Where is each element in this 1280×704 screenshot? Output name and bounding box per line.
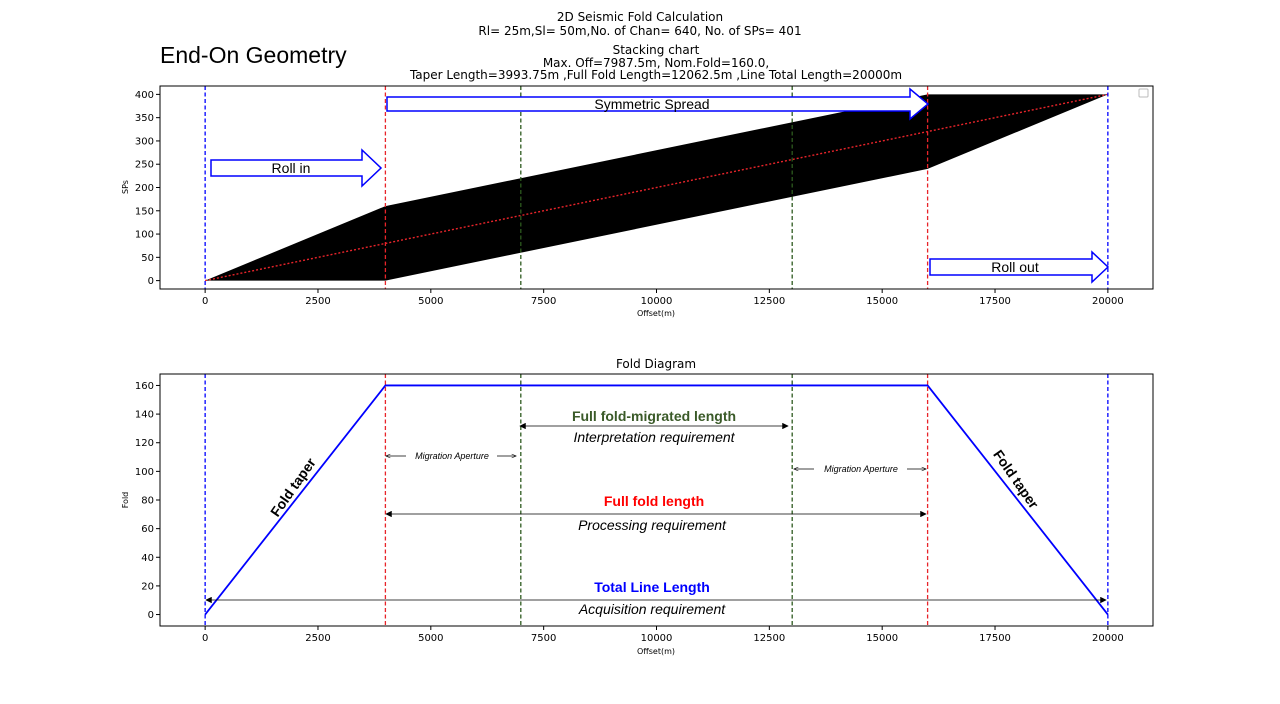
fold-x-tick-label: 20000	[1092, 633, 1124, 644]
fold-diagram-title: Fold Diagram	[616, 357, 696, 371]
stacking-y-tick-label: 350	[135, 113, 154, 124]
stacking-x-tick-label: 7500	[531, 296, 556, 307]
stacking-chart-subtitle-1: Max. Off=7987.5m, Nom.Fold=160.0,	[543, 56, 769, 70]
roll-in-arrow: Roll in	[210, 148, 383, 188]
fold-y-ticks: 0 20 40 60 80 100 120 140 160	[135, 381, 160, 621]
fold-y-label: Fold	[121, 492, 130, 509]
stacking-x-tick-label: 5000	[418, 296, 443, 307]
symmetric-spread-label: Symmetric Spread	[594, 96, 709, 112]
fold-y-tick-label: 100	[135, 467, 154, 478]
fold-x-tick-label: 12500	[753, 633, 785, 644]
stacking-y-tick-label: 200	[135, 183, 154, 194]
migration-aperture-right-label: Migration Aperture	[824, 464, 898, 474]
stacking-chart-subtitle-2: Taper Length=3993.75m ,Full Fold Length=…	[409, 68, 902, 82]
fold-y-tick-label: 140	[135, 410, 154, 421]
fold-x-ticks: 0 2500 5000 7500 10000 12500 15000 17500 20000	[202, 626, 1124, 644]
main-title: 2D Seismic Fold Calculation Rl= 25m,Sl= …	[340, 10, 940, 38]
roll-in-label: Roll in	[272, 160, 311, 176]
fold-x-tick-label: 17500	[979, 633, 1011, 644]
main-title-line1: 2D Seismic Fold Calculation	[556, 10, 724, 24]
stacking-chart-title: Stacking chart	[613, 43, 700, 57]
stacking-y-tick-label: 0	[148, 276, 154, 287]
fold-x-tick-label: 7500	[531, 633, 556, 644]
stacking-x-tick-label: 0	[202, 296, 208, 307]
bottom-vertical-markers	[204, 374, 1109, 626]
fold-y-tick-label: 40	[141, 553, 154, 564]
stacking-x-tick-label: 15000	[866, 296, 898, 307]
stacking-y-tick-label: 400	[135, 90, 154, 101]
stacking-y-tick-label: 300	[135, 136, 154, 147]
stacking-y-label: SPs	[121, 180, 130, 194]
fold-x-tick-label: 2500	[305, 633, 330, 644]
symmetric-spread-arrow: Symmetric Spread	[386, 87, 930, 121]
fold-x-tick-label: 5000	[418, 633, 443, 644]
fold-series	[204, 384, 1109, 616]
stacking-x-tick-label: 20000	[1092, 296, 1124, 307]
stacking-y-tick-label: 100	[135, 230, 154, 241]
acquisition-label: Acquisition requirement	[578, 601, 726, 617]
stacking-y-tick-label: 150	[135, 206, 154, 217]
stacking-chart: Stacking chart Max. Off=7987.5m, Nom.Fol…	[121, 43, 1154, 318]
fold-diagram: Fold Diagram 0 2500 5000 7500 10000 12500 1500…	[121, 357, 1154, 656]
fold-y-tick-label: 20	[141, 581, 154, 592]
stacking-x-ticks: 0 2500 5000 7500 10000 12500 15000 17500 20000	[202, 289, 1124, 307]
stacking-y-tick-label: 50	[141, 253, 154, 264]
stacking-x-tick-label: 2500	[305, 296, 330, 307]
stacking-y-ticks: 0 50 100 150 200 250 300 350 400	[135, 90, 160, 287]
full-fold-length-label: Full fold length	[604, 493, 704, 509]
stacking-y-tick-label: 250	[135, 160, 154, 171]
page-title: End-On Geometry	[160, 42, 347, 68]
fold-taper-right-label: Fold taper	[990, 447, 1042, 512]
fold-taper-left-label: Fold taper	[267, 454, 319, 519]
main-title-line2: Rl= 25m,Sl= 50m,No. of Chan= 640, No. of…	[478, 24, 802, 38]
roll-out-label: Roll out	[991, 259, 1039, 275]
roll-out-arrow: Roll out	[929, 250, 1110, 284]
fold-x-tick-label: 0	[202, 633, 208, 644]
stacking-x-tick-label: 12500	[753, 296, 785, 307]
stacking-x-tick-label: 10000	[641, 296, 673, 307]
fold-y-tick-label: 0	[148, 610, 154, 621]
top-vertical-markers	[204, 86, 1109, 289]
processing-label: Processing requirement	[578, 517, 727, 533]
stacking-x-tick-label: 17500	[979, 296, 1011, 307]
full-fold-migrated-label: Full fold-migrated length	[572, 408, 736, 424]
legend-box	[1138, 88, 1149, 98]
total-line-length-label: Total Line Length	[594, 579, 710, 595]
fold-y-tick-label: 120	[135, 438, 154, 449]
stacking-x-label: Offset(m)	[637, 309, 675, 318]
fold-x-tick-label: 10000	[641, 633, 673, 644]
fold-x-tick-label: 15000	[866, 633, 898, 644]
fold-x-label: Offset(m)	[637, 647, 675, 656]
fold-y-tick-label: 160	[135, 381, 154, 392]
migration-aperture-left-label: Migration Aperture	[415, 451, 489, 461]
fold-y-tick-label: 60	[141, 524, 154, 535]
interpretation-label: Interpretation requirement	[573, 429, 735, 445]
midline-series	[204, 93, 1109, 282]
fold-y-tick-label: 80	[141, 496, 154, 507]
